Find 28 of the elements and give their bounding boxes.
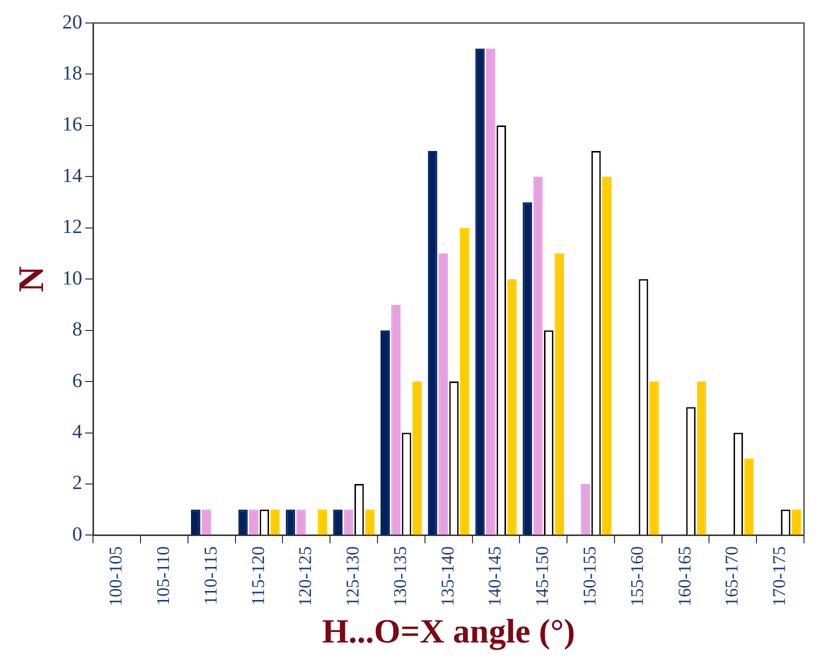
x-tick-label: 115-120 [248, 546, 268, 606]
y-tick-label: 14 [62, 164, 82, 187]
y-tick-label: 2 [72, 472, 82, 494]
x-tick-label: 140-145 [484, 546, 505, 606]
y-tick-label: 18 [62, 62, 82, 84]
y-tick-label: 0 [72, 523, 82, 546]
y-tick-label: 16 [62, 114, 82, 136]
y-tick-label: 10 [62, 267, 82, 290]
y-tick-label: 4 [72, 421, 82, 444]
x-tick-label: 155-160 [626, 546, 647, 606]
x-tick-label: 145-150 [532, 546, 552, 606]
x-tick-label: 150-155 [579, 546, 600, 606]
x-tick-label: 135-140 [437, 546, 458, 606]
x-axis-title: H...O=X angle (°) [322, 613, 576, 650]
y-tick-label: 6 [72, 370, 82, 392]
x-tick-label: 160-165 [674, 546, 694, 606]
x-tick-label: 170-175 [769, 546, 790, 606]
y-tick-label: 20 [62, 11, 82, 34]
x-tick-label: 130-135 [390, 546, 410, 606]
x-tick-label: 120-125 [295, 546, 316, 606]
x-tick-label: 110-115 [200, 546, 220, 605]
y-tick-label: 12 [62, 216, 82, 238]
x-tick-label: 165-170 [722, 546, 742, 606]
y-axis-title: N [10, 266, 51, 292]
x-tick-label: 100-105 [106, 546, 126, 606]
x-tick-label: 125-130 [342, 546, 363, 606]
y-tick-label: 8 [72, 318, 82, 341]
x-tick-label: 105-110 [153, 546, 174, 606]
